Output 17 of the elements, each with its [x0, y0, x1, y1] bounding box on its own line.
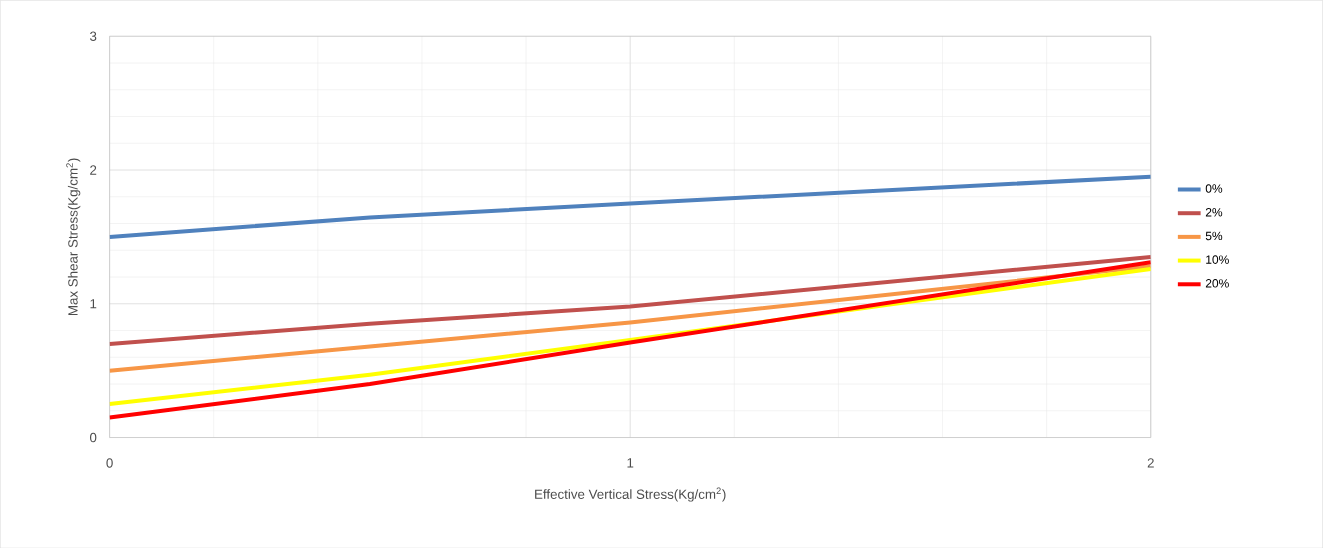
line-series [109, 174, 1151, 239]
x-axis-title: Effective Vertical Stress(Kg/cm$^{2}$) [535, 487, 726, 502]
line-series [109, 264, 1151, 373]
line-series [109, 254, 1151, 346]
y-tick-label: 0 [89, 432, 97, 443]
x-tick-label: 2 [1147, 458, 1154, 468]
x-tick-label: 0 [106, 458, 113, 468]
y-tick-label: 1 [90, 298, 97, 309]
x-tick-label: 1 [627, 458, 634, 468]
legend-label: 20% [1205, 278, 1229, 288]
y-axis-title: Max Shear Stress(Kg/cm$^{2}$) [66, 158, 81, 315]
legend-label: 10% [1206, 255, 1229, 264]
legend-label: 0% [1205, 184, 1223, 193]
legend-label: 2% [1205, 207, 1223, 217]
y-tick-label: 3 [89, 31, 97, 41]
legend-label: 5% [1205, 231, 1223, 240]
y-tick-label: 2 [90, 165, 97, 175]
